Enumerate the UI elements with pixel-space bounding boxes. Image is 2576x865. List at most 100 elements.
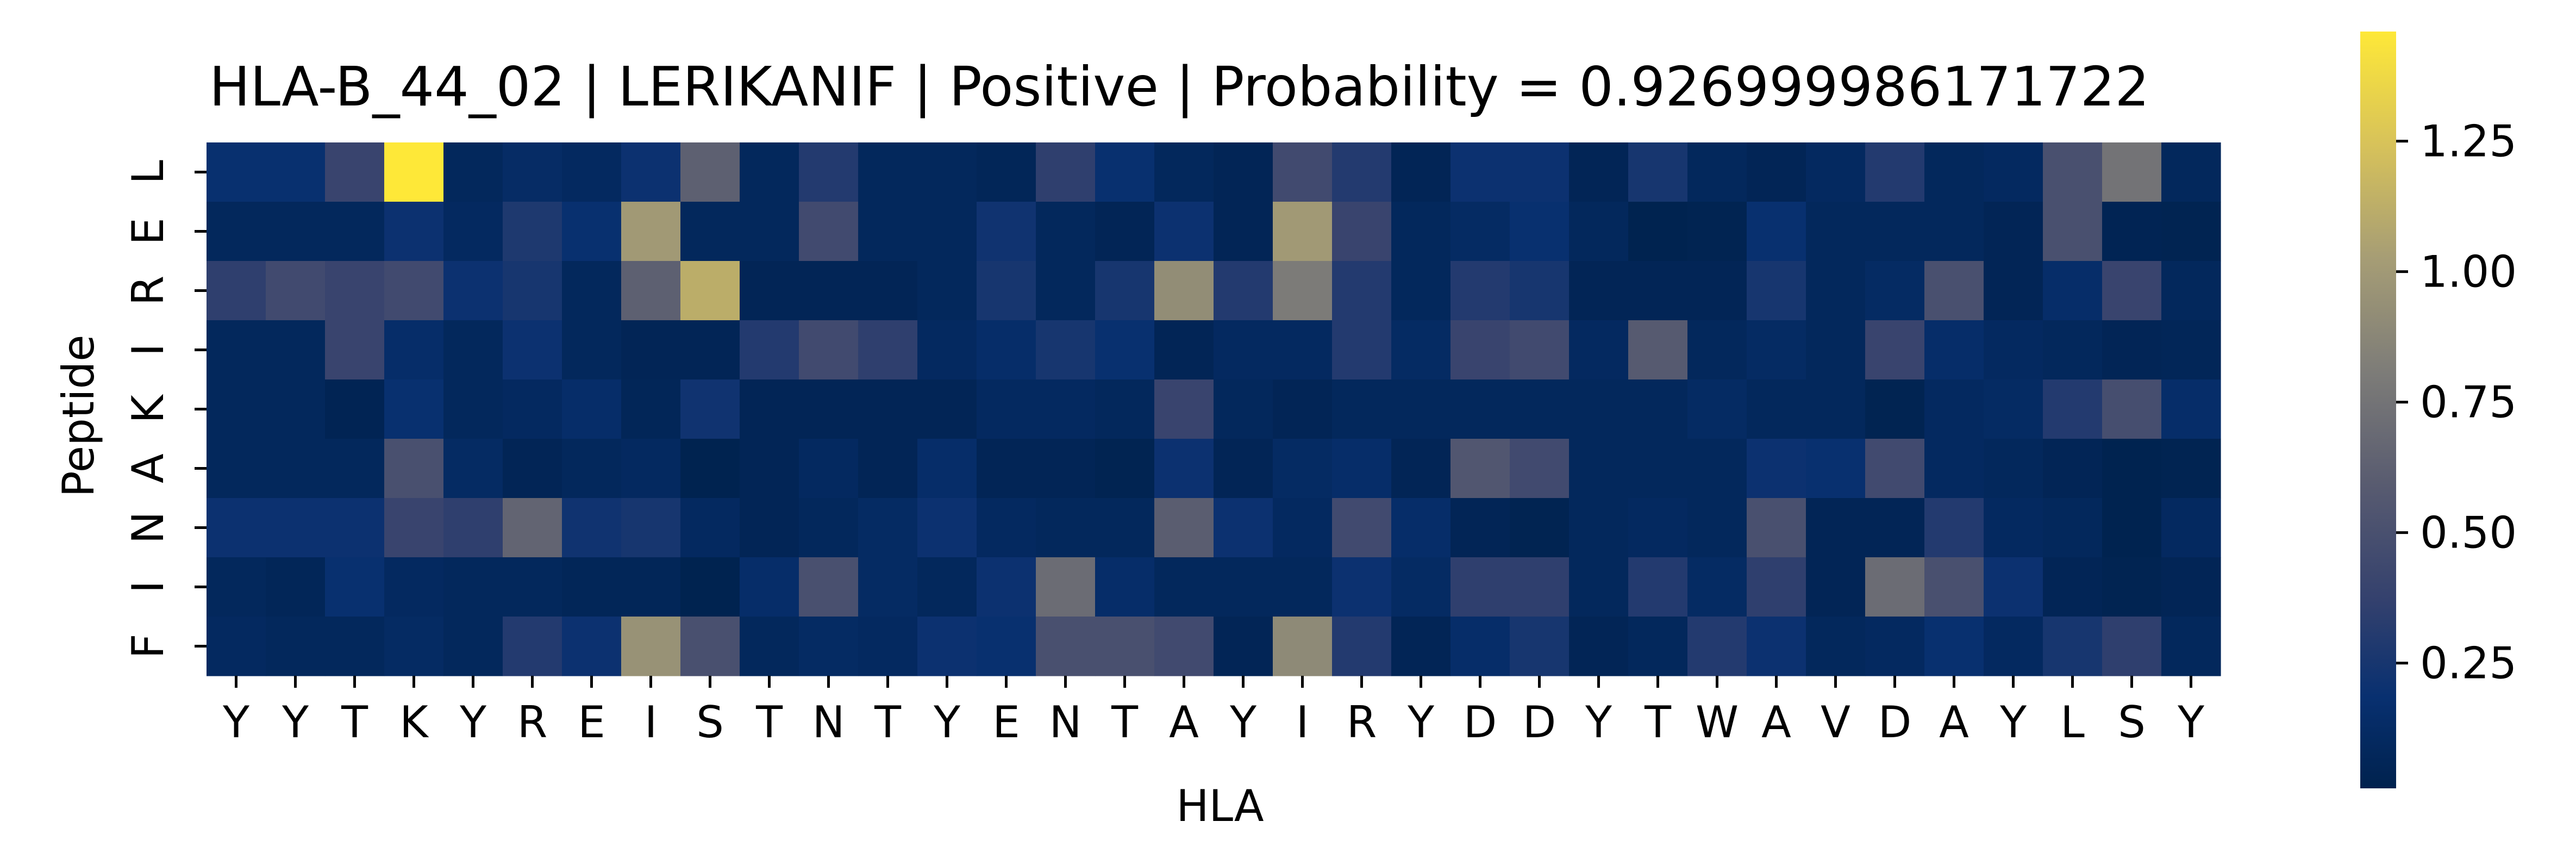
heatmap-cell (1332, 202, 1392, 262)
heatmap-cell (799, 439, 859, 499)
heatmap-cell (1628, 617, 1688, 676)
heatmap-cell (1391, 320, 1451, 380)
heatmap-cell (384, 320, 444, 380)
heatmap-cell (1095, 557, 1155, 617)
heatmap-cell (1569, 617, 1629, 676)
heatmap-cell (1747, 202, 1806, 262)
heatmap-cell (1806, 617, 1866, 676)
x-tick-label: T (874, 697, 902, 748)
heatmap-cell (1036, 498, 1096, 558)
heatmap-cell (562, 142, 622, 202)
heatmap-cell (1865, 202, 1925, 262)
heatmap-cell (1332, 439, 1392, 499)
heatmap-cell (917, 498, 977, 558)
heatmap-cell (621, 439, 681, 499)
heatmap-cell (977, 202, 1036, 262)
heatmap-cell (1806, 557, 1866, 617)
heatmap-cell (1036, 320, 1096, 380)
heatmap-cell (1924, 142, 1984, 202)
heatmap-cell (1450, 202, 1510, 262)
x-tick-label: V (1821, 697, 1850, 748)
heatmap-cell (1806, 379, 1866, 439)
heatmap-cell (1391, 439, 1451, 499)
heatmap-cell (562, 498, 622, 558)
y-tick-label: A (123, 453, 173, 483)
heatmap-cell (2102, 320, 2162, 380)
heatmap-cell (1687, 379, 1747, 439)
colorbar-tick-label: 1.00 (2420, 247, 2517, 297)
heatmap-cell (384, 261, 444, 321)
heatmap-cell (1865, 142, 1925, 202)
heatmap-cell (977, 379, 1036, 439)
heatmap-cell (1332, 320, 1392, 380)
heatmap-cell (207, 557, 266, 617)
heatmap-cell (680, 498, 740, 558)
heatmap-cell (917, 557, 977, 617)
heatmap-cell (1569, 261, 1629, 321)
heatmap-cell (1095, 439, 1155, 499)
x-axis-label: HLA (1176, 781, 1264, 831)
heatmap-cell (1628, 261, 1688, 321)
heatmap-cell (1095, 142, 1155, 202)
heatmap-cell (266, 617, 326, 676)
heatmap-cell (503, 202, 562, 262)
heatmap-cell (1332, 379, 1392, 439)
y-tick-label: N (123, 512, 173, 544)
heatmap-cell (1154, 617, 1214, 676)
heatmap-cell (266, 498, 326, 558)
heatmap-cell (1214, 261, 1273, 321)
heatmap-cell (1214, 557, 1273, 617)
heatmap-cell (1984, 320, 2043, 380)
colorbar-gradient (2360, 32, 2396, 788)
heatmap-cell (2043, 498, 2103, 558)
heatmap-cell (1332, 617, 1392, 676)
colorbar-tick-label: 0.25 (2420, 638, 2517, 689)
x-tick-label: L (2060, 697, 2085, 748)
heatmap-cell (740, 379, 799, 439)
heatmap-cell (621, 261, 681, 321)
heatmap-cells (207, 142, 2221, 676)
heatmap-cell (2102, 498, 2162, 558)
heatmap-cell (1273, 498, 1333, 558)
heatmap-cell (858, 202, 918, 262)
heatmap-cell (858, 439, 918, 499)
x-tick-label: Y (282, 697, 309, 748)
heatmap-cell (1747, 617, 1806, 676)
heatmap-cell (2043, 261, 2103, 321)
heatmap-cell (1687, 498, 1747, 558)
heatmap-cell (977, 439, 1036, 499)
heatmap-cell (799, 617, 859, 676)
heatmap-cell (1450, 617, 1510, 676)
x-tick-label: I (645, 697, 658, 748)
heatmap-cell (266, 320, 326, 380)
heatmap-cell (1332, 557, 1392, 617)
heatmap-cell (1924, 379, 1984, 439)
heatmap-cell (325, 498, 385, 558)
heatmap-cell (2043, 142, 2103, 202)
heatmap-cell (1865, 320, 1925, 380)
y-tick-label: E (123, 217, 173, 245)
heatmap-cell (562, 439, 622, 499)
heatmap-cell (384, 557, 444, 617)
heatmap-cell (325, 142, 385, 202)
x-tick-label: D (1523, 697, 1556, 748)
heatmap-cell (325, 439, 385, 499)
heatmap-cell (1273, 439, 1333, 499)
heatmap-cell (1273, 320, 1333, 380)
heatmap-cell (858, 142, 918, 202)
heatmap-cell (740, 320, 799, 380)
heatmap-cell (1214, 379, 1273, 439)
colorbar-tick-label: 1.25 (2420, 116, 2517, 167)
heatmap-cell (799, 202, 859, 262)
x-tick-label: K (399, 697, 429, 748)
heatmap-cell (977, 261, 1036, 321)
y-tick-label: F (123, 633, 173, 658)
heatmap-cell (2102, 439, 2162, 499)
heatmap-cell (621, 320, 681, 380)
x-tick-label: Y (2177, 697, 2205, 748)
heatmap-cell (799, 320, 859, 380)
x-tick-label: Y (1585, 697, 1612, 748)
heatmap-cell (443, 379, 503, 439)
x-tick-label: D (1464, 697, 1497, 748)
